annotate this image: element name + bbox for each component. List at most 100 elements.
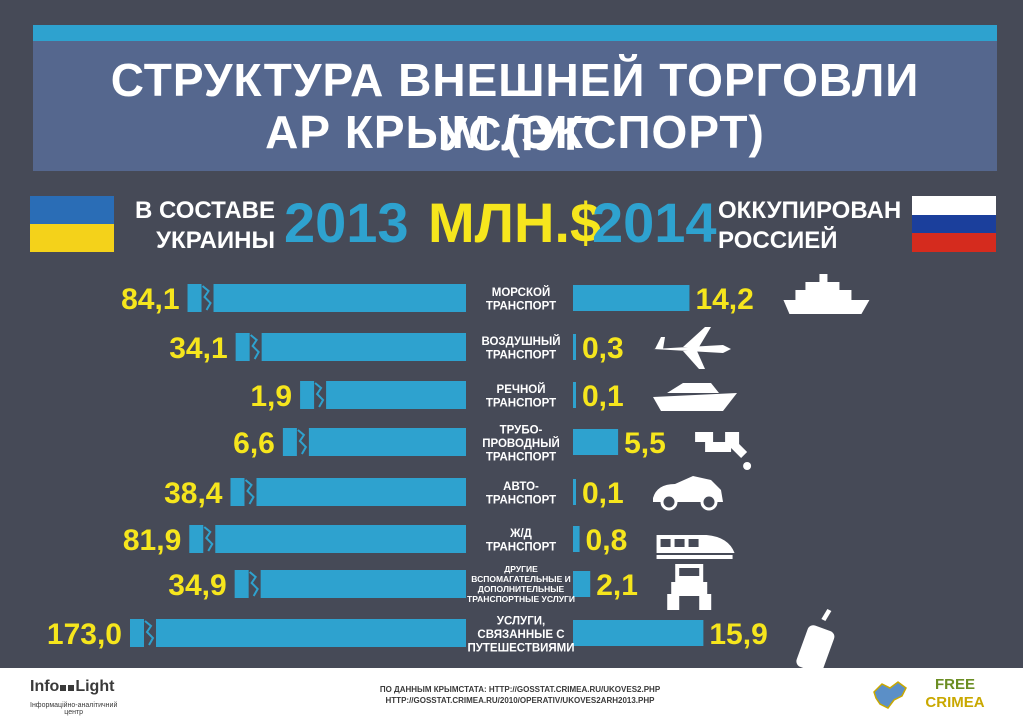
- bar-2013-break-mark: [201, 285, 212, 311]
- bar-2013: [260, 570, 466, 598]
- bar-2014: [573, 382, 576, 408]
- category-label-line: РЕЧНОЙ: [497, 383, 546, 396]
- category-label-line: ТРАНСПОРТ: [486, 542, 556, 554]
- export-bar-chart: 84,1 14,2 МОРСКОЙ ТРАНСПОРТ 34,1 0,3 ВОЗДУШНЫЙ…: [47, 274, 870, 668]
- footer: Info Light Інформаційно-аналітичний центр…: [0, 668, 1023, 723]
- suitcase-icon: [796, 609, 835, 668]
- bar-2013-stub: [187, 284, 202, 312]
- category-label-line: ТРАНСПОРТ: [486, 495, 556, 507]
- value-2013-label: 6,6: [233, 427, 275, 460]
- page-title-line1: СТРУКТУРА ВНЕШНЕЙ ТОРГОВЛИ УСЛУГ: [110, 54, 920, 160]
- year-left: 2013: [284, 191, 409, 254]
- bar-2013-break-mark: [314, 382, 325, 408]
- bar-2013: [156, 619, 466, 647]
- car-icon: [653, 476, 723, 511]
- category-label: АВТО- ТРАНСПОРТ: [486, 481, 556, 507]
- value-2014-label: 0,3: [582, 332, 624, 365]
- bar-2014: [573, 571, 591, 597]
- bar-2014: [573, 620, 704, 646]
- pipe-icon: [695, 432, 752, 470]
- bar-2014: [573, 429, 619, 455]
- value-2013-label: 173,0: [47, 618, 122, 651]
- bar-2013-break-mark: [144, 620, 155, 646]
- category-label-line: ТРАНСПОРТ: [486, 451, 556, 463]
- bar-2013: [215, 525, 466, 553]
- category-label-line: ТРУБО-: [500, 424, 543, 436]
- bar-2013: [213, 284, 466, 312]
- category-label-line: УСЛУГИ,: [497, 615, 545, 627]
- left-column-label: В СОСТАВЕ УКРАИНЫ: [135, 197, 275, 254]
- bar-2014: [573, 526, 580, 552]
- category-label-line: АВТО-: [503, 481, 539, 493]
- category-label-line: ДОПОЛНИТЕЛЬНЫЕ: [478, 584, 565, 594]
- category-label-line: ТРАНСПОРТ: [486, 350, 556, 362]
- category-label: ДРУГИЕ ВСПОМАГАТЕЛЬНЫЕ И ДОПОЛНИТЕЛЬНЫЕ ТРА…: [467, 564, 575, 604]
- bar-2013-stub: [235, 333, 250, 361]
- category-label-line: ВСПОМАГАТЕЛЬНЫЕ И: [471, 574, 570, 584]
- category-label-line: ВОЗДУШНЫЙ: [481, 335, 560, 348]
- bar-2013-break-mark: [244, 479, 255, 505]
- category-label-line: СВЯЗАННЫЕ С: [477, 629, 564, 641]
- category-label: Ж/Д ТРАНСПОРТ: [486, 528, 556, 554]
- bar-2013-stub: [300, 381, 315, 409]
- yacht-icon: [653, 383, 737, 411]
- value-2013-label: 34,1: [169, 332, 227, 365]
- value-2013-label: 84,1: [121, 283, 179, 316]
- value-2013-label: 38,4: [164, 477, 223, 510]
- category-label-line: ТРАНСПОРТ: [486, 301, 556, 313]
- bar-2013: [308, 428, 466, 456]
- bar-2013-break-mark: [297, 429, 308, 455]
- train-icon: [656, 535, 735, 559]
- bar-2013: [261, 333, 466, 361]
- source-note: ПО ДАННЫМ КРЫМСТАТА: HTTP://GOSSTAT.CRIM…: [379, 685, 661, 705]
- bar-2013: [256, 478, 466, 506]
- value-2014-label: 0,8: [586, 524, 628, 557]
- category-label-line: ПРОВОДНЫЙ: [482, 437, 560, 450]
- value-2013-label: 1,9: [250, 380, 292, 413]
- category-label-line: ТРАНСПОРТНЫЕ УСЛУГИ: [467, 594, 575, 604]
- value-2014-label: 2,1: [596, 569, 638, 602]
- bar-2013-stub: [234, 570, 249, 598]
- bar-2014: [573, 334, 576, 360]
- category-label-line: ТРАНСПОРТ: [486, 398, 556, 410]
- ukraine-flag-icon: [30, 196, 114, 252]
- cruise-ship-icon: [783, 274, 870, 314]
- bar-2014: [573, 285, 690, 311]
- value-2014-label: 14,2: [695, 283, 753, 316]
- bar-2013-break-mark: [203, 526, 214, 552]
- category-label-line: Ж/Д: [509, 528, 532, 540]
- value-2014-label: 5,5: [624, 427, 666, 460]
- airplane-icon: [653, 327, 731, 369]
- category-label-line: МОРСКОЙ: [492, 286, 550, 299]
- infolight-subtitle: Інформаційно-аналітичний центр: [30, 702, 118, 716]
- value-2014-label: 0,1: [582, 477, 624, 510]
- russia-flag-icon: [912, 196, 996, 252]
- top-accent-stripe: [33, 25, 997, 41]
- bar-2013-break-mark: [249, 571, 259, 597]
- bar-2014: [573, 479, 576, 505]
- tractor-icon: [667, 564, 712, 610]
- value-2013-label: 34,9: [168, 569, 226, 602]
- category-label: ТРУБО-ПРОВОДНЫЙ ТРАНСПОРТ: [482, 424, 560, 463]
- bar-2013: [326, 381, 466, 409]
- page-title-line2: АР КРЫМ (ЭКСПОРТ): [265, 106, 765, 158]
- freecrimea-logo: FREE CRIMEA: [925, 676, 985, 711]
- bar-2013-stub: [189, 525, 204, 553]
- bar-2013-stub: [230, 478, 245, 506]
- unit-label: МЛН.$: [428, 191, 602, 254]
- title-banner: СТРУКТУРА ВНЕШНЕЙ ТОРГОВЛИ УСЛУГ АР КРЫМ…: [33, 41, 997, 171]
- right-column-label: ОККУПИРОВАН РОССИЕЙ: [718, 197, 902, 254]
- crimea-map-icon: [873, 681, 907, 709]
- category-label: ВОЗДУШНЫЙ ТРАНСПОРТ: [481, 335, 560, 362]
- category-label-line: ПУТЕШЕСТВИЯМИ: [467, 642, 574, 654]
- category-label: УСЛУГИ, СВЯЗАННЫЕ С ПУТЕШЕСТВИЯМИ: [467, 615, 574, 654]
- bar-2013-break-mark: [250, 334, 260, 360]
- bar-2013-stub: [282, 428, 297, 456]
- category-label-line: ДРУГИЕ: [504, 564, 538, 574]
- value-2014-label: 0,1: [582, 380, 624, 413]
- bar-2013-stub: [130, 619, 144, 647]
- category-label: МОРСКОЙ ТРАНСПОРТ: [486, 286, 556, 313]
- value-2013-label: 81,9: [123, 524, 181, 557]
- category-label: РЕЧНОЙ ТРАНСПОРТ: [486, 383, 556, 410]
- year-right: 2014: [592, 191, 717, 254]
